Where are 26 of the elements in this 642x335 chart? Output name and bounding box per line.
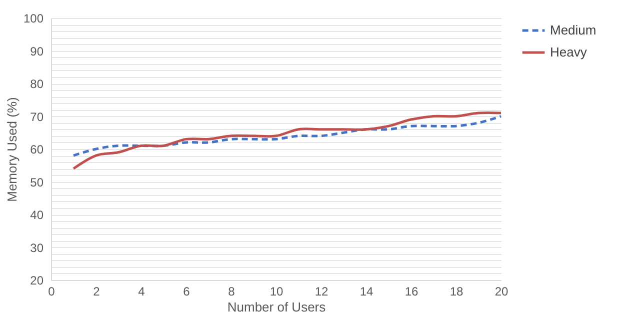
x-tick-label: 12 — [314, 284, 328, 298]
legend-label: Heavy — [550, 44, 588, 60]
y-axis-title: Memory Used (%) — [4, 97, 20, 202]
y-tick-label: 70 — [30, 110, 44, 124]
y-tick-label: 20 — [30, 274, 44, 288]
x-tick-label: 8 — [228, 284, 236, 298]
y-tick-label: 40 — [30, 208, 44, 222]
x-tick-label: 14 — [360, 284, 374, 298]
legend-label: Medium — [550, 22, 596, 38]
x-tick-label: 2 — [93, 284, 100, 298]
x-tick-label: 16 — [404, 284, 418, 298]
y-tick-label: 60 — [30, 142, 44, 156]
y-tick-label: 100 — [23, 12, 44, 26]
y-tick-label: 50 — [30, 175, 44, 190]
x-axis-title: Number of Users — [227, 300, 326, 314]
x-tick-label: 18 — [450, 284, 464, 298]
x-tick-label: 20 — [494, 284, 508, 298]
x-tick-label: 0 — [48, 284, 56, 298]
y-tick-label: 30 — [30, 240, 44, 255]
y-tick-label: 90 — [30, 44, 44, 58]
y-tick-label: 80 — [30, 77, 44, 91]
x-tick-label: 6 — [183, 284, 190, 298]
x-tick-label: 10 — [270, 284, 284, 298]
x-tick-label: 4 — [138, 284, 146, 298]
line-series — [72, 111, 502, 170]
line-series — [72, 115, 502, 157]
